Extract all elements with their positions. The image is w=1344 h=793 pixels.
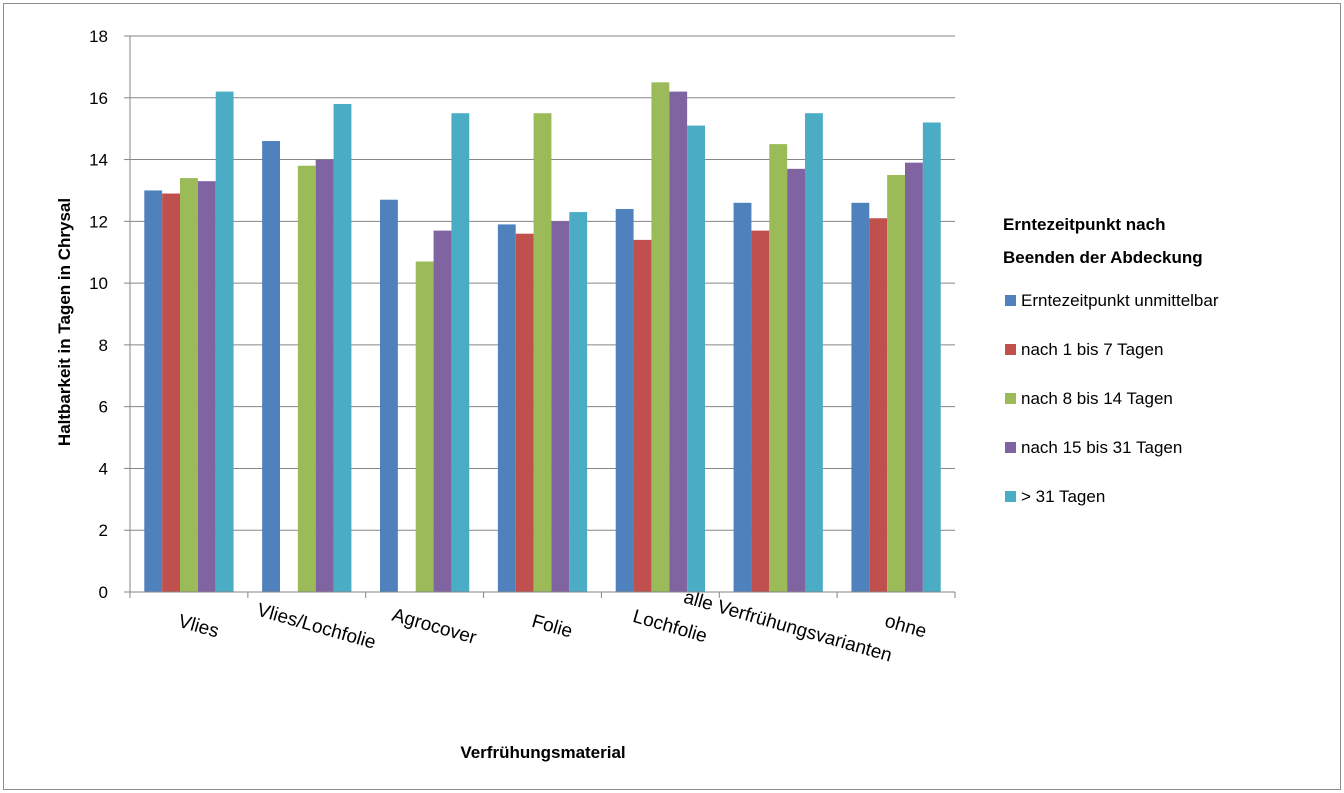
y-tick-label: 16 (89, 89, 108, 108)
y-tick-label: 2 (99, 521, 108, 540)
legend-swatch (1005, 393, 1016, 404)
bar (805, 113, 823, 592)
bar (633, 239, 652, 592)
bar (333, 103, 352, 592)
bar (315, 159, 334, 593)
bar (533, 113, 552, 592)
bar (687, 125, 705, 593)
y-tick-label: 18 (89, 27, 108, 46)
bar (197, 181, 216, 592)
bar (380, 199, 398, 592)
bar (415, 261, 434, 592)
legend-swatch (1005, 295, 1016, 306)
legend-items: Erntezeitpunkt unmittelbar nach 1 bis 7 T… (1005, 291, 1219, 506)
legend-swatch (1005, 344, 1016, 355)
y-tick-label: 14 (89, 151, 108, 170)
legend-label: nach 8 bis 14 Tagen (1021, 389, 1173, 408)
bar (515, 233, 534, 592)
bar (905, 162, 923, 592)
x-axis-label: Verfrühungsmaterial (460, 743, 625, 762)
axes (124, 35, 956, 598)
bar (733, 202, 752, 593)
bar (615, 208, 634, 592)
bar (851, 202, 870, 593)
legend: Erntezeitpunkt nach Beenden der Abdeckun… (1003, 215, 1219, 506)
y-tick-labels: 0 2 4 6 8 10 12 14 16 18 (89, 27, 108, 602)
y-tick-label: 10 (89, 274, 108, 293)
bar (769, 144, 788, 592)
bar (651, 82, 670, 592)
bar (180, 178, 198, 593)
y-tick-label: 0 (99, 583, 108, 602)
bar (887, 175, 905, 592)
bar (162, 193, 180, 593)
bar (551, 221, 570, 593)
legend-title-line-1: Erntezeitpunkt nach (1003, 215, 1165, 234)
y-tick-label: 12 (89, 212, 108, 231)
y-axis-label: Haltbarkeit in Tagen in Chrysal (55, 198, 74, 446)
bar (297, 165, 316, 592)
bar (869, 218, 888, 592)
legend-label: nach 15 bis 31 Tagen (1021, 438, 1182, 457)
y-tick-label: 4 (99, 459, 108, 478)
bar (787, 168, 805, 593)
bar (922, 122, 941, 592)
y-tick-label: 6 (99, 398, 108, 417)
legend-title-line-2: Beenden der Abdeckung (1003, 248, 1203, 267)
bar (497, 224, 516, 592)
legend-swatch (1005, 442, 1016, 453)
bar (433, 230, 452, 592)
legend-label: > 31 Tagen (1021, 487, 1105, 506)
legend-label: Erntezeitpunkt unmittelbar (1021, 291, 1219, 310)
bar (451, 113, 470, 592)
legend-label: nach 1 bis 7 Tagen (1021, 340, 1163, 359)
bar (215, 91, 234, 592)
legend-swatch (1005, 491, 1016, 502)
y-tick-label: 8 (99, 336, 108, 355)
bar (569, 212, 588, 593)
bar (669, 91, 688, 592)
bars (144, 82, 941, 593)
bar (751, 230, 770, 592)
bar (144, 190, 163, 592)
bar (262, 141, 280, 592)
